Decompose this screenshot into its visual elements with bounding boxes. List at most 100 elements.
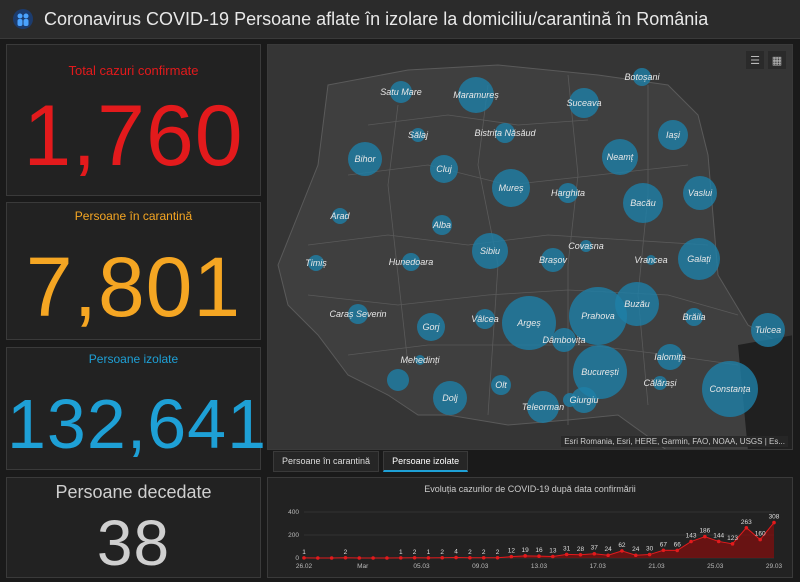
data-point[interactable] xyxy=(316,556,320,560)
county-bubble[interactable] xyxy=(411,128,425,142)
data-point[interactable] xyxy=(523,554,527,558)
county-bubble[interactable] xyxy=(751,313,785,347)
data-point[interactable] xyxy=(357,556,362,560)
county-bubble[interactable] xyxy=(491,375,511,395)
data-point[interactable] xyxy=(772,520,776,525)
data-point[interactable] xyxy=(343,555,348,560)
county-bubble[interactable] xyxy=(458,77,494,113)
county-bubble[interactable] xyxy=(685,308,703,326)
county-bubble[interactable] xyxy=(633,68,651,86)
county-bubble[interactable] xyxy=(432,215,452,235)
county-bubble[interactable] xyxy=(569,287,627,345)
deceased-panel: Persoane decedate 38 xyxy=(6,477,261,579)
data-point[interactable] xyxy=(385,556,389,560)
county-bubble[interactable] xyxy=(387,369,409,391)
county-bubble[interactable] xyxy=(541,248,565,272)
county-bubble[interactable] xyxy=(495,123,515,143)
romania-map[interactable]: Satu Mare Maramureș Botoșani Suceava Sălaj Bi… xyxy=(268,45,793,450)
data-point[interactable] xyxy=(468,555,472,560)
data-point[interactable] xyxy=(675,548,680,553)
county-bubble[interactable] xyxy=(492,169,530,207)
county-label: Timiș xyxy=(305,258,327,268)
county-label: Bistrița Năsăud xyxy=(474,128,536,138)
county-bubble[interactable] xyxy=(580,240,592,252)
county-label: Olt xyxy=(495,380,507,390)
data-point[interactable] xyxy=(689,539,693,544)
data-label: 19 xyxy=(522,547,530,554)
data-point[interactable] xyxy=(371,556,375,560)
data-point[interactable] xyxy=(716,539,721,544)
county-bubble[interactable] xyxy=(678,238,720,280)
county-bubble[interactable] xyxy=(472,233,508,269)
county-bubble[interactable] xyxy=(571,387,597,413)
data-point[interactable] xyxy=(647,552,652,557)
county-bubble[interactable] xyxy=(433,381,467,415)
county-bubble[interactable] xyxy=(417,313,445,341)
data-point[interactable] xyxy=(606,553,610,558)
map-attribution[interactable]: Esri Romania, Esri, HERE, Garmin, FAO, N… xyxy=(561,436,788,447)
county-label: Brăila xyxy=(682,312,705,322)
data-point[interactable] xyxy=(495,555,500,560)
county-bubble[interactable] xyxy=(602,139,638,175)
data-point[interactable] xyxy=(703,534,707,539)
county-bubble[interactable] xyxy=(646,255,656,265)
data-point[interactable] xyxy=(398,556,403,560)
county-bubble[interactable] xyxy=(502,296,556,350)
county-bubble[interactable] xyxy=(615,282,659,326)
county-bubble[interactable] xyxy=(558,183,578,203)
tab-quarantine[interactable]: Persoane în carantină xyxy=(273,451,380,472)
county-bubble[interactable] xyxy=(308,255,324,271)
data-label: 16 xyxy=(535,547,543,554)
data-point[interactable] xyxy=(758,537,762,542)
county-bubble[interactable] xyxy=(658,120,688,150)
data-label: 1 xyxy=(427,549,431,556)
county-bubble[interactable] xyxy=(683,176,717,210)
data-point[interactable] xyxy=(592,551,597,556)
data-point[interactable] xyxy=(578,552,583,557)
county-bubble[interactable] xyxy=(415,355,425,365)
county-bubble[interactable] xyxy=(527,391,559,423)
county-label: Covasna xyxy=(568,241,604,251)
county-bubble[interactable] xyxy=(348,142,382,176)
county-bubble[interactable] xyxy=(653,376,667,390)
county-label: Caraș Severin xyxy=(329,309,386,319)
data-point[interactable] xyxy=(412,555,417,560)
county-bubble[interactable] xyxy=(390,81,412,103)
county-bubble[interactable] xyxy=(623,183,663,223)
tab-isolated[interactable]: Persoane izolate xyxy=(383,451,469,472)
list-icon[interactable]: ☰ xyxy=(746,51,764,69)
data-point[interactable] xyxy=(744,525,749,530)
county-label: Gorj xyxy=(422,322,440,332)
data-point[interactable] xyxy=(661,548,666,553)
county-bubble[interactable] xyxy=(430,155,458,183)
county-bubble[interactable] xyxy=(552,328,576,352)
county-bubble[interactable] xyxy=(332,208,348,224)
county-label: Maramureș xyxy=(453,90,499,100)
county-bubble[interactable] xyxy=(402,253,420,271)
county-bubble[interactable] xyxy=(657,344,683,370)
data-label: 2 xyxy=(344,549,348,556)
data-point[interactable] xyxy=(440,555,445,560)
data-point[interactable] xyxy=(509,554,514,559)
county-bubble[interactable] xyxy=(563,393,577,407)
data-point[interactable] xyxy=(633,553,638,558)
county-bubble[interactable] xyxy=(475,309,495,329)
data-point[interactable] xyxy=(564,552,569,557)
data-point[interactable] xyxy=(426,556,431,560)
data-point[interactable] xyxy=(537,554,541,558)
county-label: Călărași xyxy=(643,378,677,388)
data-point[interactable] xyxy=(481,555,486,560)
data-point[interactable] xyxy=(454,555,458,560)
county-bubble[interactable] xyxy=(702,361,758,417)
map-view[interactable]: Satu Mare Maramureș Botoșani Suceava Sălaj Bi… xyxy=(267,44,793,450)
qr-grid-icon[interactable]: ▦ xyxy=(768,51,786,69)
data-point[interactable] xyxy=(551,554,555,559)
county-bubble[interactable] xyxy=(348,304,368,324)
data-point[interactable] xyxy=(730,542,735,546)
data-point[interactable] xyxy=(620,549,624,553)
data-point[interactable] xyxy=(329,556,334,560)
data-point[interactable] xyxy=(302,556,306,560)
county-bubble[interactable] xyxy=(569,88,599,118)
county-bubble[interactable] xyxy=(573,345,627,399)
